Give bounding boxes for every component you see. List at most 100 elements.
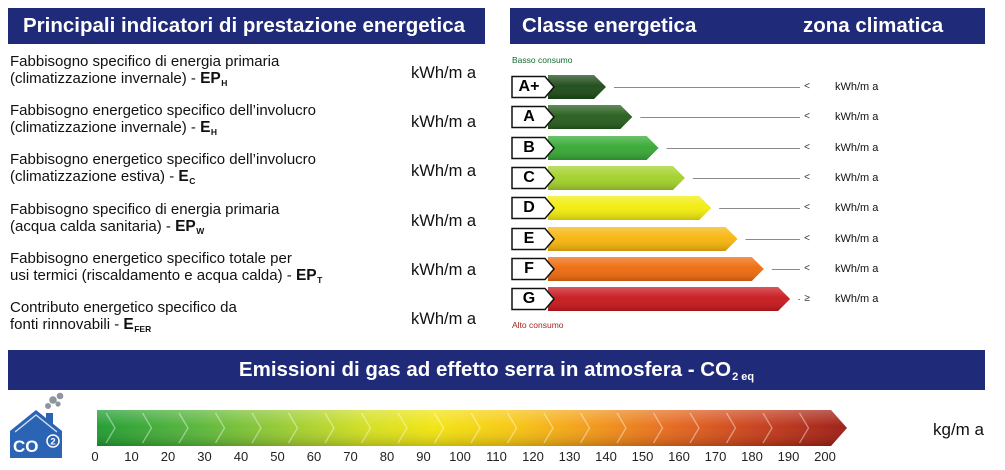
class-label: A	[523, 108, 535, 126]
indicator-row: Fabbisogno energetico specifico dell’inv…	[10, 102, 485, 138]
scale-chevron	[762, 412, 773, 444]
indicator-symbol-subscript: H	[210, 127, 218, 138]
scale-tick-label: 180	[741, 449, 763, 464]
co2-house-icon: CO 2	[10, 392, 64, 458]
scale-chevron	[725, 412, 737, 444]
class-arrow-sheen	[548, 75, 606, 99]
emissions-title-subscript: 2 eq	[732, 371, 755, 383]
indicator-unit: kWh/m a	[411, 260, 477, 279]
energy-class-row: A+ < kWh/m a	[510, 75, 990, 99]
energy-class-row: B < kWh/m a	[510, 135, 990, 160]
class-comparator: <	[804, 262, 810, 274]
scale-tick-label: 90	[416, 449, 431, 464]
smoke-puff-icon	[56, 392, 64, 400]
class-comparator: ≥	[804, 293, 810, 305]
indicator-symbol: E	[123, 316, 134, 333]
scale-chevron-group	[105, 412, 810, 444]
energy-class-graphic	[511, 105, 800, 130]
indicator-row: Fabbisogno specifico di energia primaria…	[10, 201, 485, 237]
indicator-unit: kWh/m a	[411, 64, 477, 82]
scale-tick-label: 200	[814, 449, 836, 464]
indicator-description: Fabbisogno specifico di energia primaria	[10, 53, 280, 70]
class-label: C	[523, 168, 535, 186]
energy-class-graphic	[511, 135, 800, 160]
indicator-description: Contributo energetico specifico da	[10, 299, 237, 316]
class-comparator: <	[804, 232, 810, 244]
class-arrow-sheen	[548, 165, 685, 190]
scale-tick-label: 110	[486, 449, 507, 464]
scale-chevron	[324, 412, 335, 444]
class-label-box	[511, 227, 555, 250]
scale-tick-label: 40	[233, 449, 249, 464]
indicator-unit: kWh/m a	[411, 113, 477, 132]
scale-chevron	[506, 412, 518, 444]
scale-chevron	[470, 412, 481, 444]
scale-chevron	[178, 412, 189, 444]
indicator-context: (climatizzazione estiva) - EC	[10, 168, 485, 187]
scale-chevron	[214, 412, 226, 444]
scale-chevron	[689, 412, 700, 444]
class-arrow-sheen	[548, 287, 791, 312]
class-label: A+	[518, 78, 540, 95]
class-arrow-sheen	[548, 256, 764, 281]
indicator-unit: kWh/m a	[411, 162, 477, 181]
class-label-box	[511, 196, 555, 220]
class-unit: kWh/m a	[835, 171, 879, 184]
energy-class-graphic	[511, 75, 800, 99]
energy-class-graphic	[511, 256, 800, 281]
class-label-box	[511, 287, 555, 311]
scale-chevron	[397, 412, 408, 444]
scale-tick-label: 120	[522, 449, 544, 464]
smoke-puff-icon	[49, 396, 57, 404]
class-comparator: <	[804, 111, 810, 123]
indicator-context-text: fonti rinnovabili -	[10, 316, 124, 333]
class-comparator: <	[804, 202, 810, 214]
indicator-symbol: E	[178, 168, 189, 186]
scale-tick-label: 160	[668, 449, 690, 464]
co2-icon-text: CO	[13, 437, 39, 456]
scale-tick-label: 100	[449, 449, 471, 464]
indicator-symbol-subscript: C	[189, 176, 196, 187]
class-arrow-sheen	[548, 105, 633, 130]
low-consumption-label: Basso consumo	[512, 55, 573, 65]
indicator-description: Fabbisogno specifico di energia primaria	[10, 200, 280, 218]
indicator-symbol: EP	[200, 70, 221, 87]
emissions-unit: kg/m a	[933, 420, 985, 439]
indicators-title: Principali indicatori di prestazione ene…	[23, 14, 466, 37]
class-label-box	[511, 136, 555, 159]
scale-tick-label: 70	[343, 449, 358, 464]
scale-chevron	[798, 412, 810, 444]
class-label: G	[522, 290, 536, 308]
class-unit: kWh/m a	[835, 81, 879, 93]
indicator-symbol-subscript: W	[196, 225, 205, 236]
class-arrow-sheen	[548, 135, 659, 160]
class-label: B	[523, 138, 535, 156]
scale-tick-label: 140	[595, 449, 617, 464]
scale-tick-label: 60	[306, 449, 322, 464]
scale-chevron	[287, 412, 299, 444]
indicator-context-text: (climatizzazione estiva) -	[10, 168, 179, 186]
indicator-context: (acqua calda sanitaria) - EPW	[10, 218, 485, 237]
co2-icon-circle	[46, 434, 60, 448]
smoke-puff-icon	[45, 403, 51, 409]
class-unit: kWh/m a	[835, 262, 879, 275]
indicator-context-text: (climatizzazione invernale) -	[10, 119, 201, 137]
scale-tick-label: 0	[91, 449, 99, 464]
emissions-title: Emissioni di gas ad effetto serra in atm…	[239, 358, 755, 383]
indicator-symbol-subscript: FER	[134, 324, 152, 334]
scale-tick-label: 190	[777, 449, 800, 464]
scale-chevron	[251, 412, 262, 444]
indicator-context-text: (climatizzazione invernale) -	[10, 70, 201, 87]
scale-tick-label: 150	[631, 449, 654, 464]
roof-line-icon	[14, 414, 58, 433]
climate-zone-title: zona climatica	[803, 14, 944, 37]
smoke-puff-icon	[55, 401, 61, 407]
scale-tick-label: 170	[704, 449, 727, 464]
scale-tick-label: 50	[270, 449, 285, 464]
indicator-context: fonti rinnovabili - EFER	[10, 316, 485, 335]
scale-chevron	[616, 412, 627, 444]
energy-class-row: D < kWh/m a	[510, 196, 990, 221]
energy-class-row: F < kWh/m a	[510, 256, 990, 281]
energy-class-row: G ≥ kWh/m a	[510, 287, 990, 312]
emissions-header: Emissioni di gas ad effetto serra in atm…	[8, 350, 985, 390]
